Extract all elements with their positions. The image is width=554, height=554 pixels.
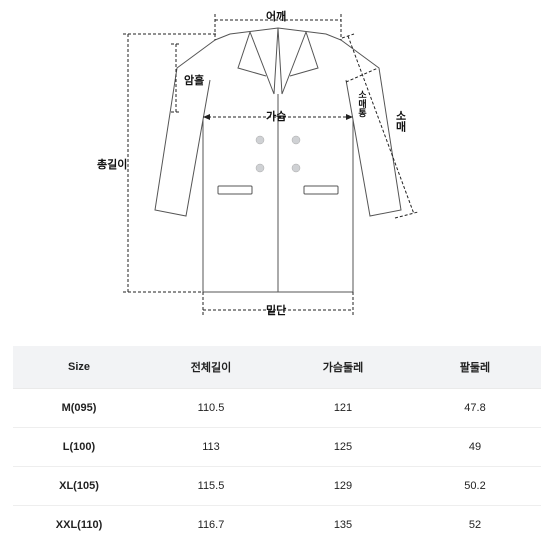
label-length: 총길이	[97, 156, 127, 172]
table-row: L(100) 113 125 49	[13, 428, 541, 467]
size-table: Size 전체길이 가슴둘레 팔둘레 M(095) 110.5 121 47.8…	[13, 346, 541, 544]
coat-svg	[0, 0, 554, 340]
label-sleeve: 소매	[392, 110, 408, 132]
label-hem: 밑단	[266, 302, 286, 318]
table-row: XL(105) 115.5 129 50.2	[13, 467, 541, 506]
col-length: 전체길이	[145, 346, 277, 389]
label-sleeve-width: 소매통	[356, 90, 369, 117]
coat-diagram: 어깨 암홀 가슴 총길이 밑단 소매 소매통	[0, 0, 554, 340]
label-shoulder: 어깨	[266, 8, 286, 24]
label-chest: 가슴	[266, 108, 286, 124]
label-armhole: 암홀	[184, 72, 204, 88]
table-row: M(095) 110.5 121 47.8	[13, 389, 541, 428]
col-chest: 가슴둘레	[277, 346, 409, 389]
col-size: Size	[13, 346, 145, 389]
table-row: XXL(110) 116.7 135 52	[13, 506, 541, 545]
col-arm: 팔둘레	[409, 346, 541, 389]
